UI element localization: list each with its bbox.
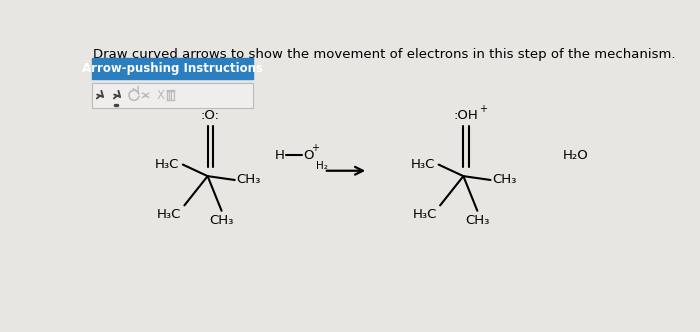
Text: CH₃: CH₃ bbox=[465, 214, 489, 227]
Text: H₃C: H₃C bbox=[412, 208, 437, 221]
Text: CH₃: CH₃ bbox=[492, 174, 517, 187]
Text: CH₃: CH₃ bbox=[237, 174, 260, 187]
Text: CH₃: CH₃ bbox=[209, 214, 234, 227]
FancyBboxPatch shape bbox=[92, 57, 253, 79]
Text: H₃C: H₃C bbox=[155, 158, 179, 171]
Text: Arrow-pushing Instructions: Arrow-pushing Instructions bbox=[82, 62, 263, 75]
Text: H₃C: H₃C bbox=[157, 208, 181, 221]
Text: +: + bbox=[479, 104, 486, 114]
Text: Draw curved arrows to show the movement of electrons in this step of the mechani: Draw curved arrows to show the movement … bbox=[93, 47, 676, 60]
Text: H₃C: H₃C bbox=[410, 158, 435, 171]
Text: :O:: :O: bbox=[200, 109, 220, 122]
Text: O: O bbox=[304, 149, 314, 162]
Text: H₂: H₂ bbox=[316, 161, 328, 171]
Text: +: + bbox=[311, 143, 318, 153]
Text: X: X bbox=[156, 89, 164, 102]
Text: H: H bbox=[275, 149, 285, 162]
Text: H₂O: H₂O bbox=[563, 149, 589, 162]
Text: :OH: :OH bbox=[454, 109, 478, 122]
FancyBboxPatch shape bbox=[92, 83, 253, 108]
